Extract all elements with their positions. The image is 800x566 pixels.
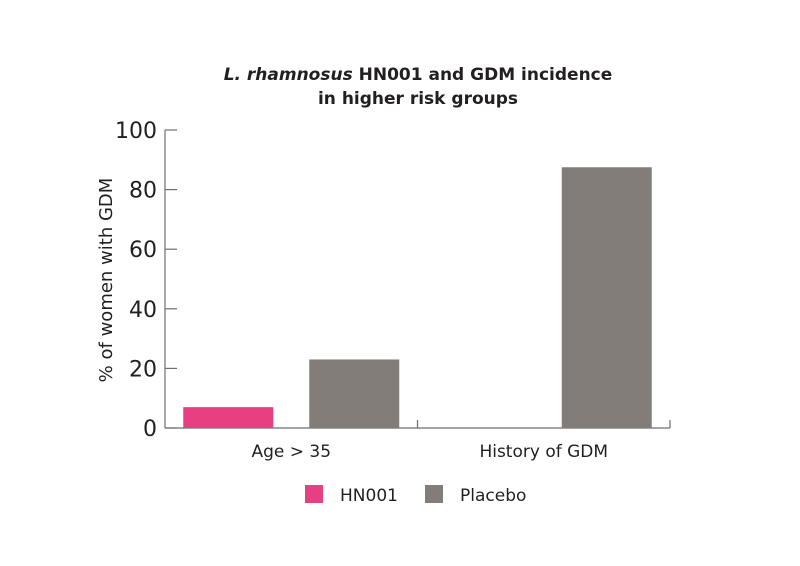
chart-title: L. rhamnosus HN001 and GDM incidence xyxy=(224,65,613,85)
x-tick-label: Age > 35 xyxy=(251,442,331,462)
y-tick-label: 0 xyxy=(143,417,157,442)
y-axis-label: % of women with GDM xyxy=(96,178,117,383)
y-tick-label: 20 xyxy=(129,357,157,382)
title-italic: L. rhamnosus xyxy=(224,65,353,85)
legend-label-placebo: Placebo xyxy=(460,486,526,506)
bar-placebo-1 xyxy=(561,167,652,428)
title-rest: HN001 and GDM incidence xyxy=(353,65,613,85)
y-tick-label: 80 xyxy=(129,179,157,204)
x-tick-label: History of GDM xyxy=(479,442,608,462)
legend-swatch-hn001 xyxy=(305,485,323,503)
legend-swatch-placebo xyxy=(425,485,443,503)
y-tick-label: 40 xyxy=(129,298,157,323)
y-tick-label: 60 xyxy=(129,238,157,263)
legend-label-hn001: HN001 xyxy=(340,486,398,506)
chart-title-line2: in higher risk groups xyxy=(318,89,518,109)
bar-placebo-0 xyxy=(309,359,400,428)
bar-hn001-0 xyxy=(183,407,274,428)
y-tick-label: 100 xyxy=(115,119,157,144)
